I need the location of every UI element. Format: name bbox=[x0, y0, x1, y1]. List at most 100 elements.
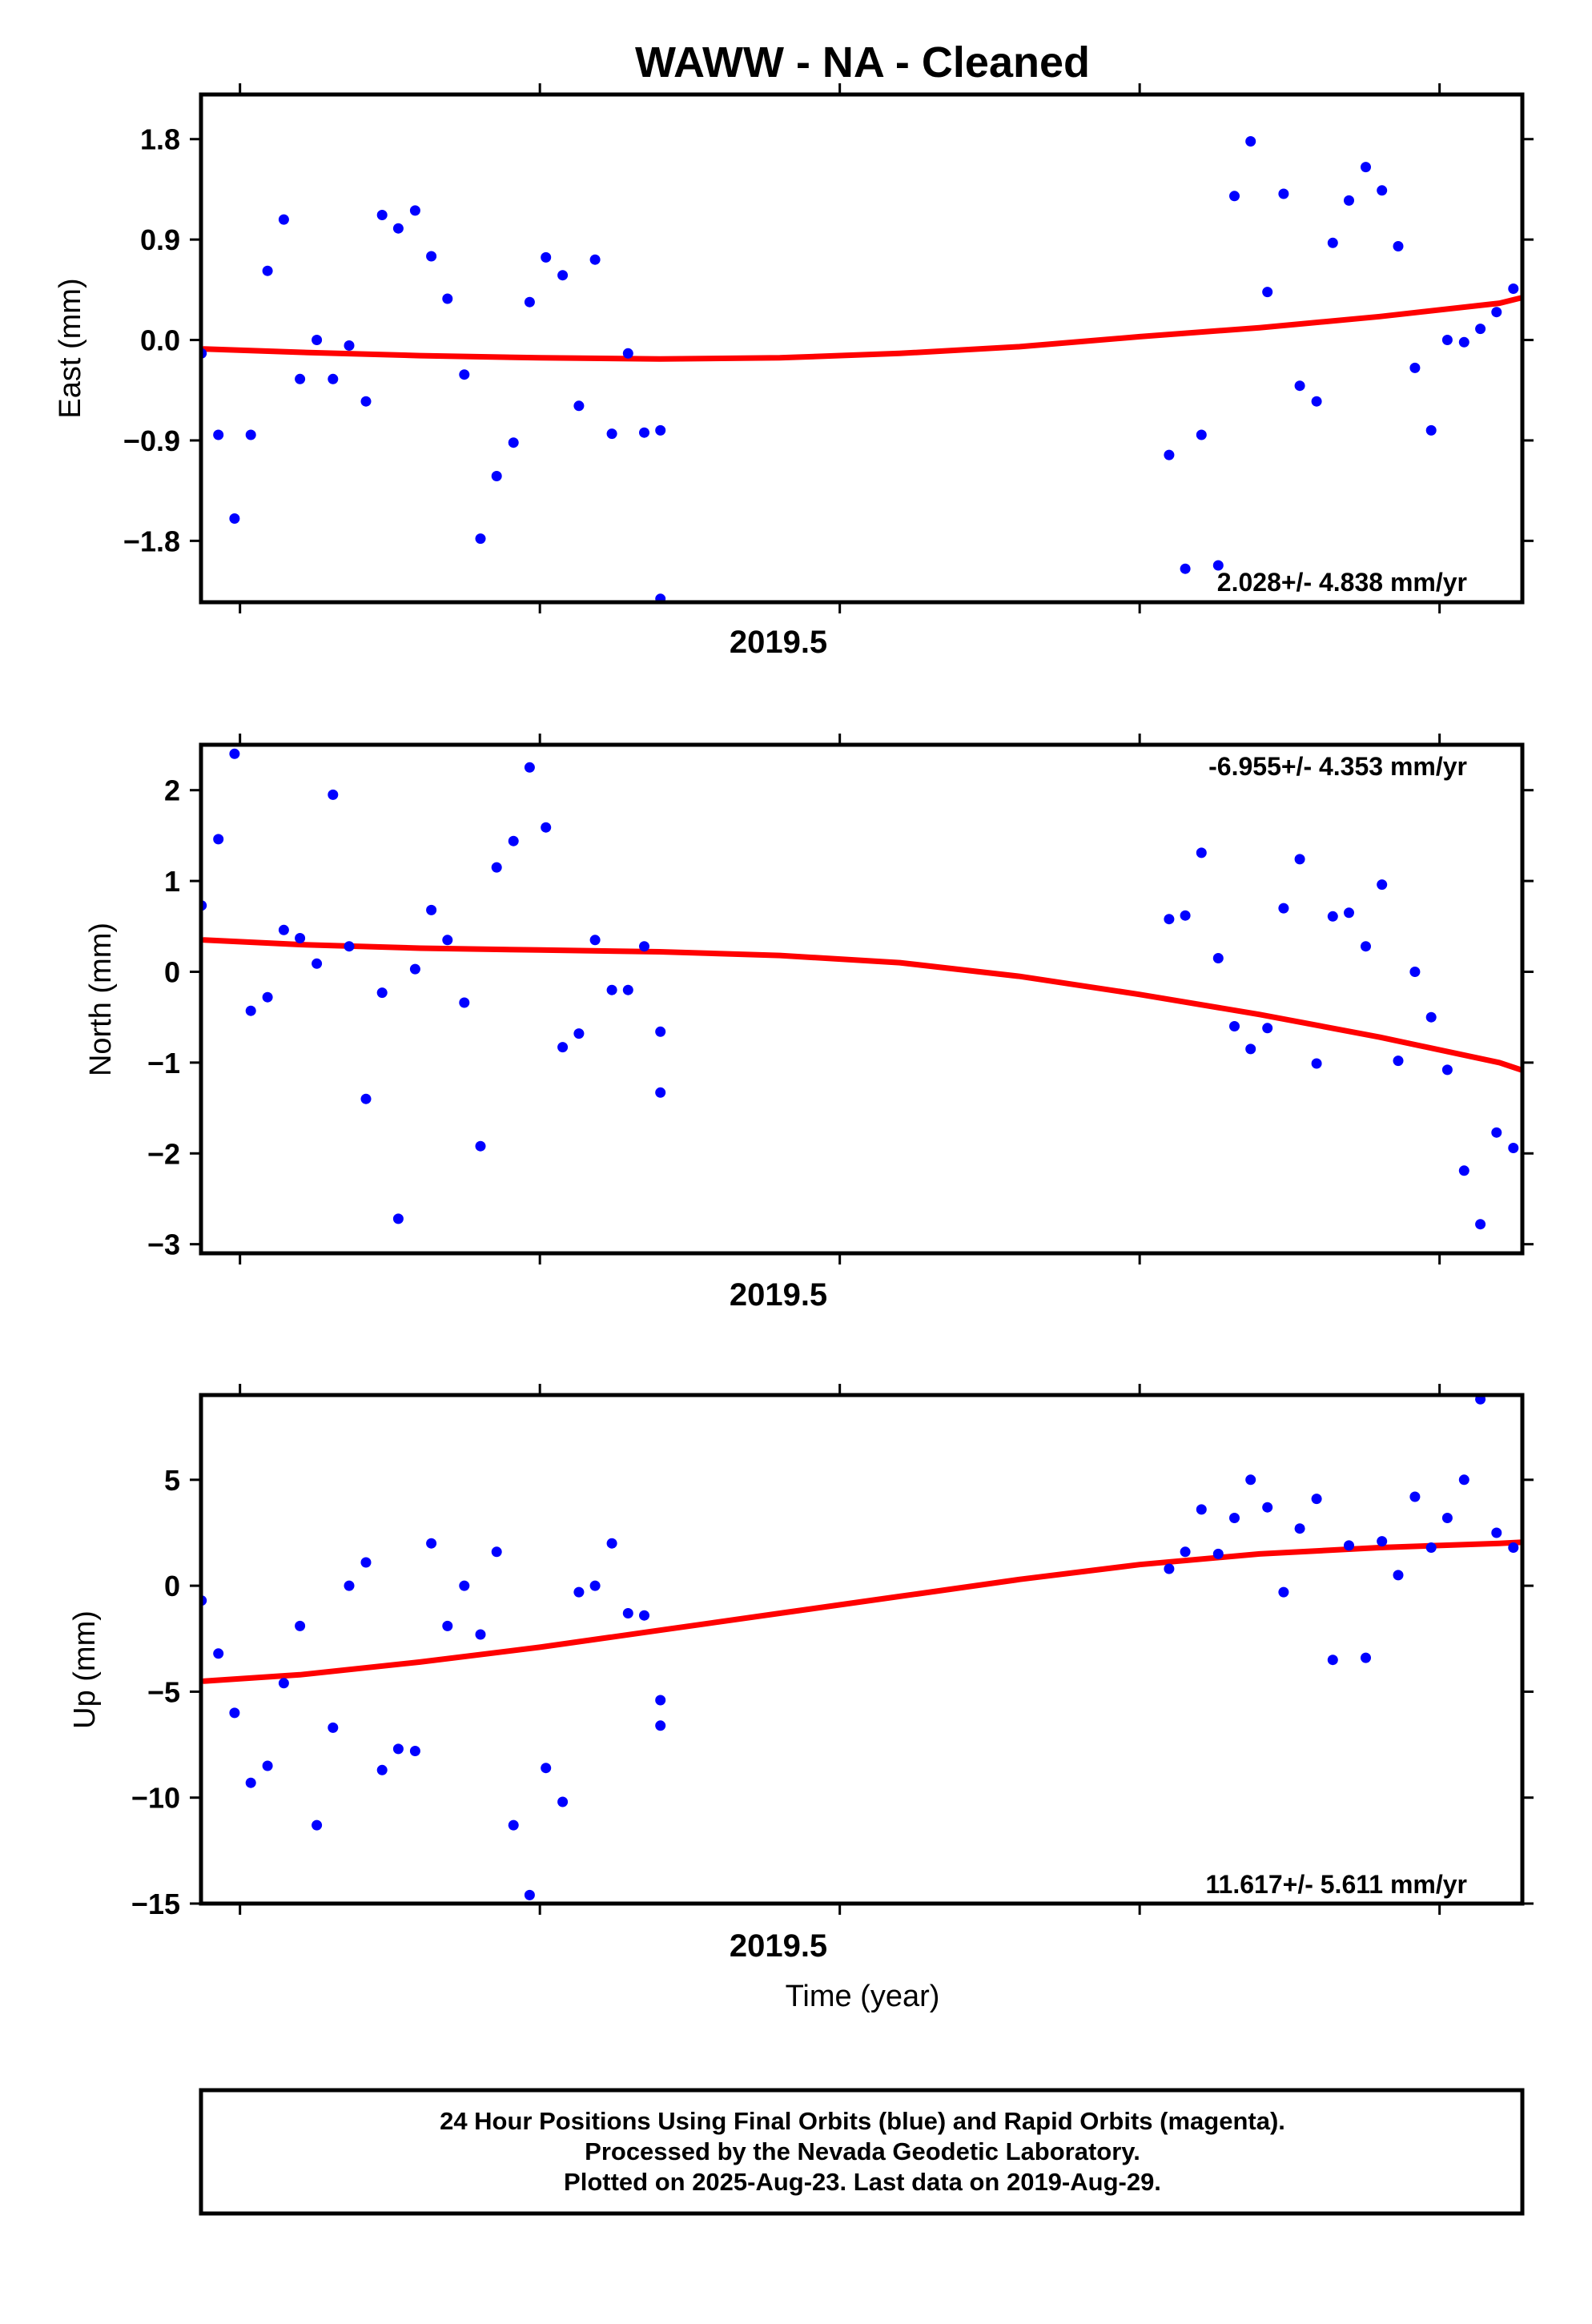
up-data-point bbox=[459, 1580, 470, 1591]
north-data-point bbox=[1525, 1179, 1535, 1189]
east-data-point bbox=[1458, 336, 1469, 348]
north-data-point bbox=[541, 822, 552, 833]
east-data-point bbox=[541, 251, 552, 263]
east-data-point bbox=[229, 513, 240, 524]
panel-east-rate: 2.028+/- 4.838 mm/yr bbox=[1217, 568, 1467, 597]
east-data-point bbox=[426, 251, 437, 262]
east-data-point bbox=[1278, 188, 1289, 199]
east-plot-frame bbox=[199, 92, 1525, 605]
up-data-point bbox=[557, 1796, 569, 1807]
up-data-point bbox=[1180, 1546, 1191, 1558]
x-axis-label: Time (year) bbox=[786, 1980, 940, 2013]
east-data-point bbox=[606, 428, 617, 440]
east-data-layer bbox=[180, 136, 1551, 602]
north-ytick-label: −1 bbox=[147, 1047, 180, 1080]
panel-east-xtick-label: 2019.5 bbox=[730, 625, 827, 660]
up-data-point bbox=[655, 1720, 666, 1731]
up-data-point bbox=[606, 1538, 617, 1549]
north-data-point bbox=[1541, 1240, 1551, 1251]
up-data-point bbox=[1409, 1491, 1421, 1502]
north-data-point bbox=[1361, 941, 1371, 952]
east-data-point bbox=[180, 284, 191, 295]
up-data-point bbox=[213, 1648, 224, 1659]
up-ytick-label: −5 bbox=[147, 1675, 180, 1708]
up-ytick-label: 5 bbox=[164, 1464, 180, 1497]
panel-up-ylabel: Up (mm) bbox=[68, 1610, 102, 1729]
up-data-point bbox=[344, 1580, 355, 1591]
north-data-point bbox=[376, 987, 388, 999]
up-data-point bbox=[1491, 1527, 1502, 1538]
north-ytick-label: −3 bbox=[147, 1228, 180, 1261]
footer-frame bbox=[199, 2088, 1525, 2216]
east-data-point bbox=[573, 400, 585, 412]
up-data-point bbox=[442, 1620, 453, 1631]
up-data-point bbox=[622, 1608, 633, 1618]
north-data-point bbox=[312, 958, 323, 969]
north-data-point bbox=[1491, 1127, 1502, 1138]
north-data-point bbox=[442, 935, 453, 946]
east-data-point bbox=[491, 471, 502, 481]
north-data-point bbox=[409, 963, 420, 975]
north-data-point bbox=[639, 941, 649, 952]
up-data-point bbox=[392, 1743, 404, 1755]
panel-up-xtick-label: 2019.5 bbox=[730, 1928, 827, 1964]
north-data-point bbox=[1262, 1023, 1273, 1034]
up-data-point bbox=[409, 1746, 420, 1756]
east-data-point bbox=[1262, 287, 1273, 298]
north-data-point bbox=[180, 792, 191, 802]
east-data-point bbox=[1491, 307, 1502, 318]
up-data-point bbox=[1262, 1502, 1273, 1513]
east-ytick-label: −1.8 bbox=[123, 525, 180, 557]
east-data-point bbox=[1409, 362, 1421, 373]
footer-line-1: 24 Hour Positions Using Final Orbits (bl… bbox=[440, 2107, 1285, 2135]
north-data-point bbox=[1425, 1011, 1437, 1023]
north-data-point bbox=[1525, 1096, 1535, 1106]
north-data-point bbox=[262, 991, 273, 1003]
north-data-point bbox=[229, 748, 240, 759]
east-ytick-label: 1.8 bbox=[140, 123, 180, 156]
north-data-point bbox=[328, 789, 339, 800]
east-data-point bbox=[1196, 429, 1207, 440]
north-data-point bbox=[1541, 1089, 1551, 1100]
north-data-point bbox=[1278, 903, 1289, 914]
east-data-point bbox=[557, 270, 569, 281]
north-data-point bbox=[1508, 1143, 1519, 1153]
up-data-point bbox=[524, 1889, 535, 1900]
north-data-point bbox=[1164, 914, 1175, 925]
up-data-point bbox=[491, 1546, 502, 1558]
up-data-layer bbox=[201, 1395, 1551, 1900]
north-data-point bbox=[1212, 953, 1224, 963]
north-data-point bbox=[1180, 910, 1191, 921]
up-ytick-label: 0 bbox=[164, 1570, 180, 1602]
north-data-point bbox=[524, 762, 535, 773]
up-data-point bbox=[1327, 1655, 1338, 1666]
north-data-point bbox=[392, 1213, 404, 1224]
north-plot-frame bbox=[199, 742, 1525, 1256]
east-data-point bbox=[1164, 449, 1175, 460]
up-data-point bbox=[1441, 1513, 1453, 1523]
up-data-point bbox=[1278, 1586, 1289, 1598]
up-data-point bbox=[328, 1722, 339, 1733]
chart-title: WAWW - NA - Cleaned bbox=[635, 38, 1090, 86]
east-data-point bbox=[655, 593, 666, 602]
east-data-point bbox=[1541, 238, 1551, 248]
up-data-point bbox=[1541, 1598, 1551, 1608]
north-data-point bbox=[459, 997, 470, 1008]
east-data-point bbox=[392, 223, 404, 234]
north-data-point bbox=[1441, 1064, 1453, 1076]
north-ytick-label: 2 bbox=[164, 774, 180, 807]
north-ytick-label: 1 bbox=[164, 865, 180, 898]
up-data-point bbox=[1245, 1474, 1256, 1486]
east-data-point bbox=[409, 205, 420, 216]
north-data-point bbox=[1458, 1165, 1469, 1176]
east-data-point bbox=[1475, 324, 1486, 335]
north-data-point bbox=[1377, 879, 1388, 891]
east-data-point bbox=[295, 373, 306, 384]
north-data-point bbox=[655, 1087, 666, 1098]
east-data-point bbox=[245, 429, 256, 440]
up-data-point bbox=[1475, 1395, 1486, 1405]
up-data-point bbox=[475, 1629, 486, 1640]
up-data-point bbox=[295, 1620, 306, 1631]
east-data-point bbox=[639, 427, 649, 438]
up-ytick-label: −15 bbox=[131, 1888, 180, 1920]
